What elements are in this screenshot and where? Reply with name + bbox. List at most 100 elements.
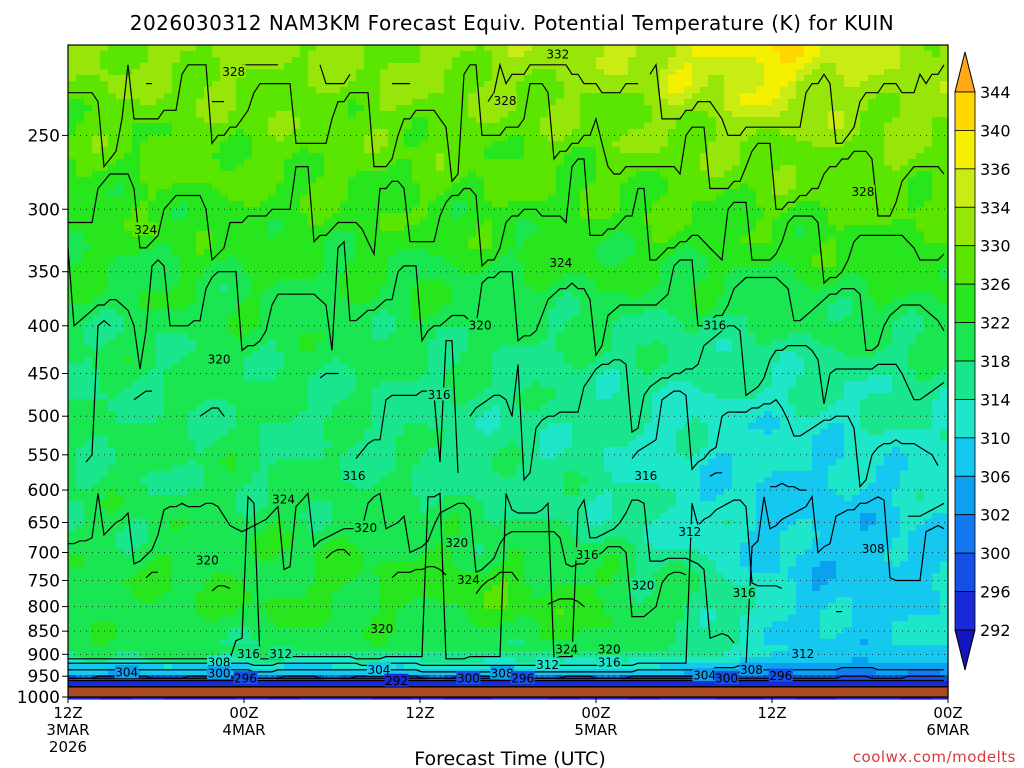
- field-cell: [252, 231, 261, 238]
- field-cell: [940, 75, 949, 82]
- field-cell: [244, 147, 253, 154]
- field-cell: [148, 111, 157, 118]
- field-cell: [764, 249, 773, 256]
- field-cell: [412, 255, 421, 262]
- field-cell: [788, 123, 797, 130]
- field-cell: [756, 93, 765, 100]
- field-cell: [212, 267, 221, 274]
- field-cell: [188, 51, 197, 58]
- field-cell: [316, 291, 325, 298]
- field-cell: [468, 261, 477, 268]
- field-cell: [820, 291, 829, 298]
- field-cell: [764, 99, 773, 106]
- field-cell: [444, 189, 453, 196]
- field-cell: [668, 309, 677, 316]
- field-cell: [236, 111, 245, 118]
- field-cell: [196, 231, 205, 238]
- field-cell: [332, 285, 341, 292]
- field-cell: [820, 267, 829, 274]
- field-cell: [180, 81, 189, 88]
- field-cell: [844, 117, 853, 124]
- field-cell: [556, 99, 565, 106]
- field-cell: [428, 87, 437, 94]
- field-cell: [628, 225, 637, 232]
- field-cell: [172, 45, 181, 52]
- field-cell: [532, 213, 541, 220]
- field-cell: [700, 183, 709, 190]
- field-cell: [748, 183, 757, 190]
- field-cell: [532, 147, 541, 154]
- field-cell: [300, 297, 309, 304]
- field-cell: [724, 213, 733, 220]
- field-cell: [604, 279, 613, 286]
- field-cell: [364, 153, 373, 160]
- field-cell: [188, 129, 197, 136]
- field-cell: [764, 111, 773, 118]
- field-cell: [724, 63, 733, 70]
- field-cell: [772, 207, 781, 214]
- field-cell: [268, 315, 277, 322]
- field-cell: [852, 297, 861, 304]
- field-cell: [308, 195, 317, 202]
- field-cell: [516, 93, 525, 100]
- field-cell: [428, 201, 437, 208]
- field-cell: [580, 219, 589, 226]
- field-cell: [828, 279, 837, 286]
- field-cell: [820, 153, 829, 160]
- field-cell: [484, 213, 493, 220]
- field-cell: [420, 99, 429, 106]
- field-cell: [372, 195, 381, 202]
- field-cell: [140, 51, 149, 58]
- field-cell: [788, 177, 797, 184]
- field-cell: [412, 141, 421, 148]
- field-cell: [468, 267, 477, 274]
- field-cell: [892, 183, 901, 190]
- field-cell: [500, 51, 509, 58]
- field-cell: [876, 285, 885, 292]
- field-cell: [636, 165, 645, 172]
- field-cell: [708, 231, 717, 238]
- field-cell: [436, 165, 445, 172]
- field-cell: [812, 99, 821, 106]
- field-cell: [356, 63, 365, 70]
- field-cell: [300, 243, 309, 250]
- field-cell: [540, 51, 549, 58]
- field-cell: [508, 63, 517, 70]
- field-cell: [724, 75, 733, 82]
- field-cell: [620, 153, 629, 160]
- field-cell: [524, 153, 533, 160]
- field-cell: [148, 99, 157, 106]
- field-cell: [100, 87, 109, 94]
- field-cell: [356, 315, 365, 322]
- field-cell: [140, 261, 149, 268]
- field-cell: [332, 219, 341, 226]
- field-cell: [916, 153, 925, 160]
- field-cell: [380, 159, 389, 166]
- field-cell: [596, 189, 605, 196]
- field-cell: [212, 261, 221, 268]
- field-cell: [460, 195, 469, 202]
- field-cell: [364, 261, 373, 268]
- field-cell: [84, 273, 93, 280]
- field-cell: [908, 309, 917, 316]
- field-cell: [460, 171, 469, 178]
- field-cell: [700, 285, 709, 292]
- field-cell: [548, 201, 557, 208]
- field-cell: [324, 285, 333, 292]
- field-cell: [460, 57, 469, 64]
- field-cell: [588, 87, 597, 94]
- field-cell: [860, 129, 869, 136]
- field-cell: [652, 195, 661, 202]
- field-cell: [324, 195, 333, 202]
- field-cell: [764, 267, 773, 274]
- field-cell: [276, 285, 285, 292]
- field-cell: [396, 99, 405, 106]
- field-cell: [764, 213, 773, 220]
- field-cell: [676, 195, 685, 202]
- field-cell: [756, 105, 765, 112]
- field-cell: [220, 177, 229, 184]
- field-cell: [332, 243, 341, 250]
- field-cell: [292, 93, 301, 100]
- field-cell: [148, 117, 157, 124]
- field-cell: [332, 315, 341, 322]
